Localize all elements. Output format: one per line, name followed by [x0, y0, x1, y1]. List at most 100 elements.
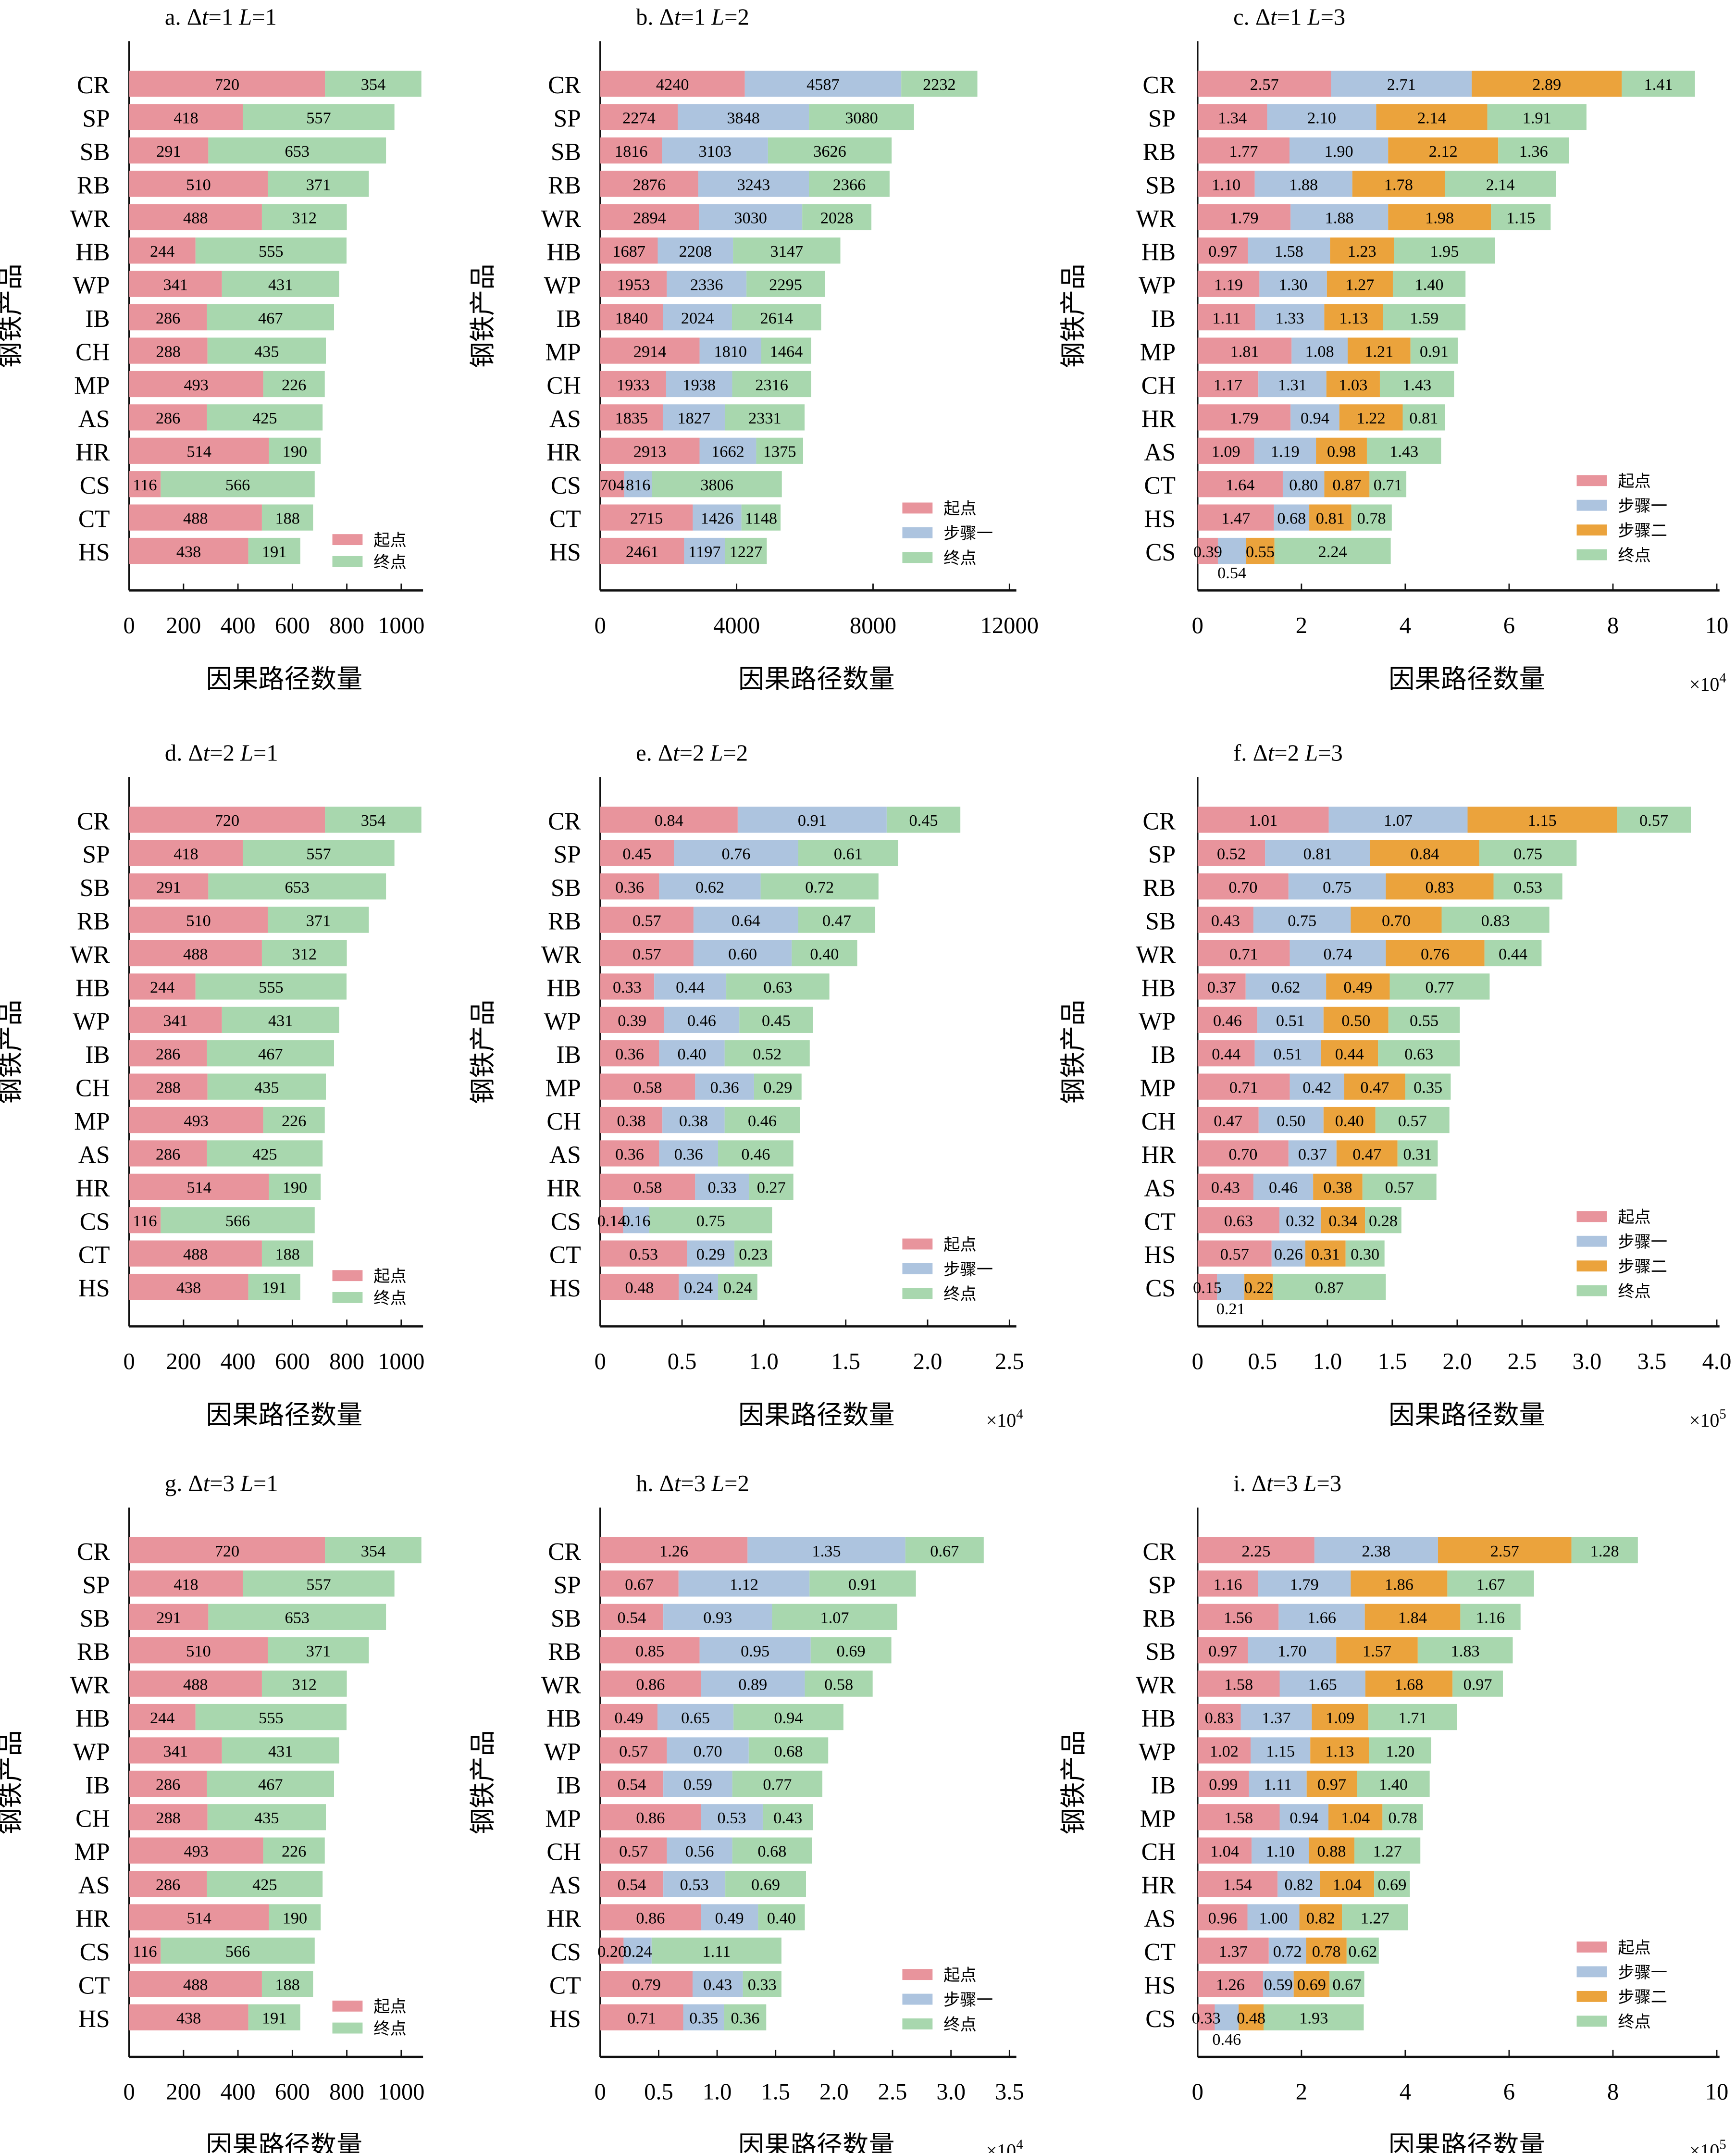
bar-value-label: 2366	[833, 175, 866, 194]
bar-value-label: 1.58	[1224, 1809, 1253, 1827]
bar-value-label: 0.33	[708, 1179, 737, 1197]
bar-value-label: 0.64	[732, 911, 760, 930]
legend-swatch-end	[332, 556, 363, 567]
category-label: CH	[75, 1805, 110, 1832]
category-label: SB	[80, 1605, 110, 1632]
bar-value-label: 510	[186, 1642, 211, 1660]
bar-segment-start	[1197, 840, 1265, 866]
bar-value-label: 0.38	[1323, 1179, 1352, 1197]
bar-segment-step1	[1288, 873, 1386, 900]
category-label: HB	[75, 974, 110, 1002]
bar-value-label: 0.87	[1332, 476, 1361, 494]
bar-value-label: 0.38	[617, 1112, 646, 1130]
category-label: IB	[1151, 1041, 1176, 1069]
bar-value-label: 1933	[617, 376, 650, 394]
bar-value-label: 493	[184, 1112, 208, 1130]
x-tick-label: 2.0	[913, 1348, 942, 1374]
category-label: HS	[1144, 1972, 1176, 1999]
bar-value-label: 1.07	[1384, 811, 1413, 830]
bar-segment-step1	[683, 2004, 724, 2030]
legend-label-start: 起点	[373, 1268, 407, 1286]
bar-segment-start	[129, 437, 269, 464]
legend-label-start: 起点	[943, 1236, 977, 1254]
bar-value-label: 1.68	[1394, 1676, 1423, 1694]
category-label: HS	[1144, 1242, 1176, 1269]
bar-value-label: 0.56	[685, 1842, 714, 1861]
bar-value-label: 1.13	[1325, 1742, 1354, 1760]
bar-segment-start	[129, 1737, 222, 1764]
category-label: CR	[77, 808, 110, 835]
bar-segment-step1	[667, 1737, 749, 1764]
category-label: WP	[544, 1738, 581, 1766]
panel-e: e. Δt=2 L=2 0 0.5 1.0 1.5 2.0 2.5 因果路径数量 ×104 钢铁产…	[469, 740, 1024, 1431]
category-label: CH	[75, 339, 110, 366]
bar-value-label: 720	[215, 811, 239, 830]
bar-segment-step1	[1278, 1604, 1365, 1630]
bar-segment-end	[1460, 1604, 1521, 1630]
category-label: SP	[82, 841, 110, 869]
category-label: WR	[70, 1672, 111, 1699]
x-axis-label: 因果路径数量	[738, 665, 895, 694]
bar-segment-start	[1197, 1904, 1248, 1930]
x-axis-label: 因果路径数量	[738, 1401, 895, 1430]
bar-value-label: 116	[133, 476, 157, 494]
legend-label-start: 起点	[1618, 473, 1651, 491]
legend-label-end: 终点	[943, 2016, 977, 2034]
bar-segment-start	[1197, 404, 1291, 431]
bar-value-label: 0.57	[619, 1842, 648, 1861]
category-label: IB	[556, 1772, 581, 1799]
bar-value-label: 1.37	[1219, 1942, 1248, 1961]
bar-segment-step1	[667, 271, 747, 297]
category-label: IB	[85, 305, 110, 333]
bar-segment-step2	[1320, 1870, 1375, 1897]
bar-value-label: 0.50	[1277, 1112, 1305, 1130]
bar-segment-step2	[1327, 271, 1393, 297]
bar-segment-end	[724, 2004, 767, 2030]
bar-segment-step1	[1254, 437, 1316, 464]
bar-value-label: 1.83	[1451, 1642, 1480, 1660]
bar-segment-start	[600, 237, 658, 264]
bar-value-label: 0.91	[798, 811, 827, 830]
legend-label-end: 终点	[1618, 547, 1651, 565]
bar-value-label: 1.03	[1339, 376, 1367, 394]
category-label: MP	[74, 1839, 110, 1866]
bar-value-label: 0.68	[1277, 509, 1306, 527]
bar-value-label: 1.56	[1224, 1609, 1252, 1627]
x-tick-label: 10	[1705, 2079, 1729, 2105]
bar-segment-step1	[1258, 1570, 1351, 1597]
bar-segment-start	[129, 973, 196, 1000]
bar-value-label: 2715	[630, 509, 663, 527]
bar-value-label: 0.97	[1463, 1676, 1492, 1694]
bar-segment-start	[1197, 1240, 1272, 1267]
bar-segment-start	[129, 271, 222, 297]
x-tick-label: 1.5	[831, 1348, 860, 1374]
bar-segment-end	[758, 1904, 805, 1930]
y-axis-label: 钢铁产品	[469, 1000, 497, 1104]
bar-segment-step1	[663, 1870, 726, 1897]
category-label: RB	[1143, 1605, 1176, 1632]
bar-value-label: 2.14	[1486, 175, 1515, 194]
category-label: HR	[546, 1175, 581, 1202]
bar-segment-step2	[1344, 1073, 1405, 1100]
bar-segment-step1	[666, 371, 732, 398]
x-tick-label: 1.0	[703, 2079, 732, 2105]
category-label: WP	[544, 272, 581, 299]
category-label: CS	[551, 1208, 581, 1235]
bar-segment-start	[1197, 1604, 1279, 1630]
bar-segment-end	[1366, 437, 1441, 464]
bar-value-label: 1.11	[703, 1942, 731, 1961]
x-tick-label: 4	[1400, 612, 1411, 638]
bar-value-label: 312	[292, 1676, 317, 1694]
bar-segment-start	[129, 171, 268, 197]
bar-segment-step2	[1308, 1837, 1355, 1864]
bar-value-label: 0.37	[1207, 978, 1236, 996]
bar-segment-end	[724, 1040, 810, 1067]
bar-value-label: 226	[282, 376, 306, 394]
bar-segment-start	[129, 840, 243, 866]
bar-value-label: 1.79	[1230, 409, 1259, 427]
category-label: HB	[75, 238, 110, 266]
bar-value-label: 0.83	[1481, 911, 1510, 930]
legend-swatch-step1	[902, 1993, 933, 2005]
bar-value-label: 0.58	[633, 1179, 662, 1197]
category-label: CT	[1144, 1208, 1176, 1235]
